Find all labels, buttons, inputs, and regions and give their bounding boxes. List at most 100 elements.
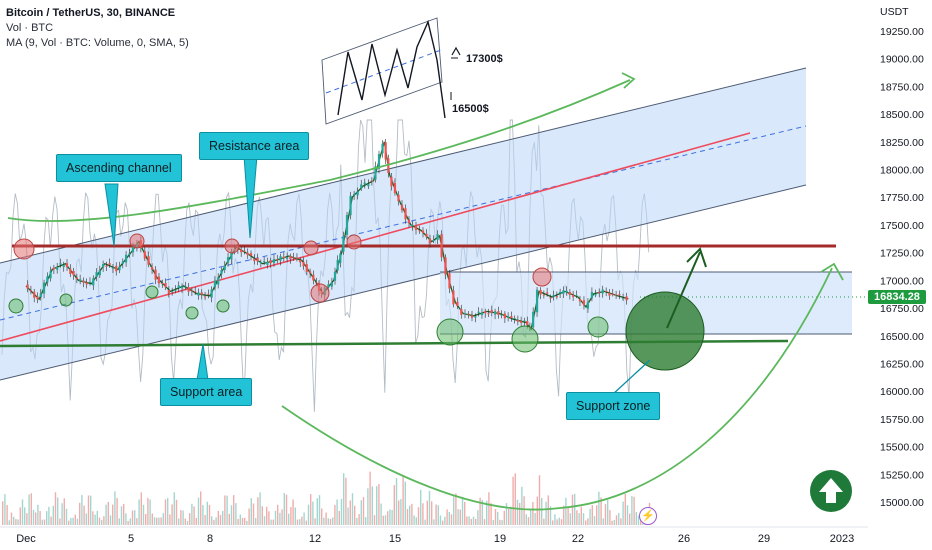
volume-bar — [398, 500, 400, 525]
volume-bar — [373, 515, 376, 525]
support-zone-callout: Support zone — [566, 392, 661, 420]
candle-body — [243, 250, 246, 252]
volume-bar — [349, 500, 351, 525]
y-tick-label: 19000.00 — [880, 54, 924, 66]
volume-bar — [541, 498, 543, 525]
volume-bar — [21, 499, 24, 525]
axis-unit-label: USDT — [880, 6, 909, 18]
lightning-icon[interactable]: ⚡ — [639, 507, 657, 525]
candle-body — [621, 298, 625, 300]
volume-bar — [230, 505, 233, 525]
candle-body — [33, 291, 36, 298]
volume-bar — [248, 508, 250, 525]
candle-body — [49, 271, 52, 279]
volume-bar — [43, 519, 46, 525]
volume-bar — [404, 481, 406, 525]
candle-body — [98, 270, 101, 276]
candle-body — [370, 180, 373, 182]
y-tick-label: 15750.00 — [880, 414, 924, 426]
volume-bar — [618, 513, 620, 525]
candle-body — [240, 249, 243, 253]
candle-body — [559, 291, 562, 294]
volume-bar — [281, 509, 283, 525]
volume-bar — [103, 516, 105, 525]
candle-body — [590, 292, 594, 299]
candle-body — [92, 278, 95, 286]
candle-body — [404, 208, 407, 220]
volume-bar — [191, 503, 193, 525]
candle-body — [594, 294, 597, 296]
x-tick-label: 19 — [494, 533, 506, 545]
volume-bar — [602, 518, 604, 525]
candle-body — [546, 292, 549, 294]
y-axis: 19250.00 19000.00 18750.00 18500.00 18250.00… — [880, 26, 924, 509]
candle-body — [223, 265, 226, 271]
volume-bar — [204, 514, 206, 525]
volume-bar — [439, 515, 442, 525]
volume-bar — [376, 486, 378, 525]
volume-bar — [156, 517, 158, 525]
x-tick-label: 29 — [758, 533, 770, 545]
volume-bar — [2, 501, 4, 525]
volume-bar — [435, 504, 437, 525]
volume-bar — [193, 506, 195, 525]
candle-body — [197, 292, 200, 296]
candle-body — [249, 253, 253, 256]
volume-bar — [237, 518, 239, 525]
volume-bar — [576, 510, 578, 525]
volume-bar — [382, 515, 384, 525]
volume-bar — [391, 509, 393, 525]
projection-arrow — [666, 251, 701, 329]
volume-bar — [13, 516, 15, 525]
volume-bar — [105, 504, 107, 525]
candle-body — [184, 286, 187, 288]
volume-bar — [305, 520, 307, 525]
candle-body — [470, 315, 474, 318]
candle-body — [226, 257, 230, 263]
volume-bar — [424, 519, 426, 525]
volume-bar — [635, 511, 637, 525]
volume-bar — [448, 511, 450, 525]
volume-bar — [52, 505, 54, 525]
candle-body — [59, 263, 62, 265]
candle-body — [42, 282, 46, 294]
volume-bar — [609, 510, 611, 525]
volume-bar — [217, 510, 219, 525]
volume-bar — [499, 519, 501, 525]
candle-body — [549, 297, 552, 299]
candle-body — [203, 296, 207, 298]
arrow-up-circle-icon[interactable] — [810, 470, 852, 512]
volume-bar — [277, 504, 279, 525]
volume-bar — [294, 507, 296, 525]
volume-bar — [492, 519, 494, 525]
channel-touch-marker — [310, 283, 330, 303]
candle-body — [460, 308, 463, 315]
volume-bar — [81, 495, 83, 525]
volume-bar — [200, 491, 202, 525]
current-price-tag: 16834.28 — [868, 290, 926, 304]
candle-body — [121, 261, 124, 264]
candle-body — [397, 194, 400, 202]
candle-body — [532, 311, 535, 328]
volume-bar — [420, 489, 422, 525]
volume-bar — [519, 502, 521, 525]
volume-bar — [512, 476, 514, 525]
volume-bar — [565, 497, 567, 525]
volume-bar — [633, 496, 635, 525]
volume-bar — [4, 494, 6, 525]
support-touch-marker — [587, 316, 609, 338]
volume-bar — [175, 499, 178, 525]
candle-body — [124, 254, 128, 263]
candle-body — [266, 261, 269, 265]
volume-bar — [171, 504, 173, 525]
volume-bar — [545, 501, 547, 525]
candle-body — [463, 313, 467, 315]
candle-body — [85, 282, 88, 285]
volume-bar — [87, 495, 90, 525]
volume-bar — [59, 518, 61, 525]
volume-bar — [534, 512, 536, 525]
projection-arrowhead — [686, 247, 707, 268]
candle-body — [381, 143, 384, 154]
volume-bar — [455, 493, 457, 525]
